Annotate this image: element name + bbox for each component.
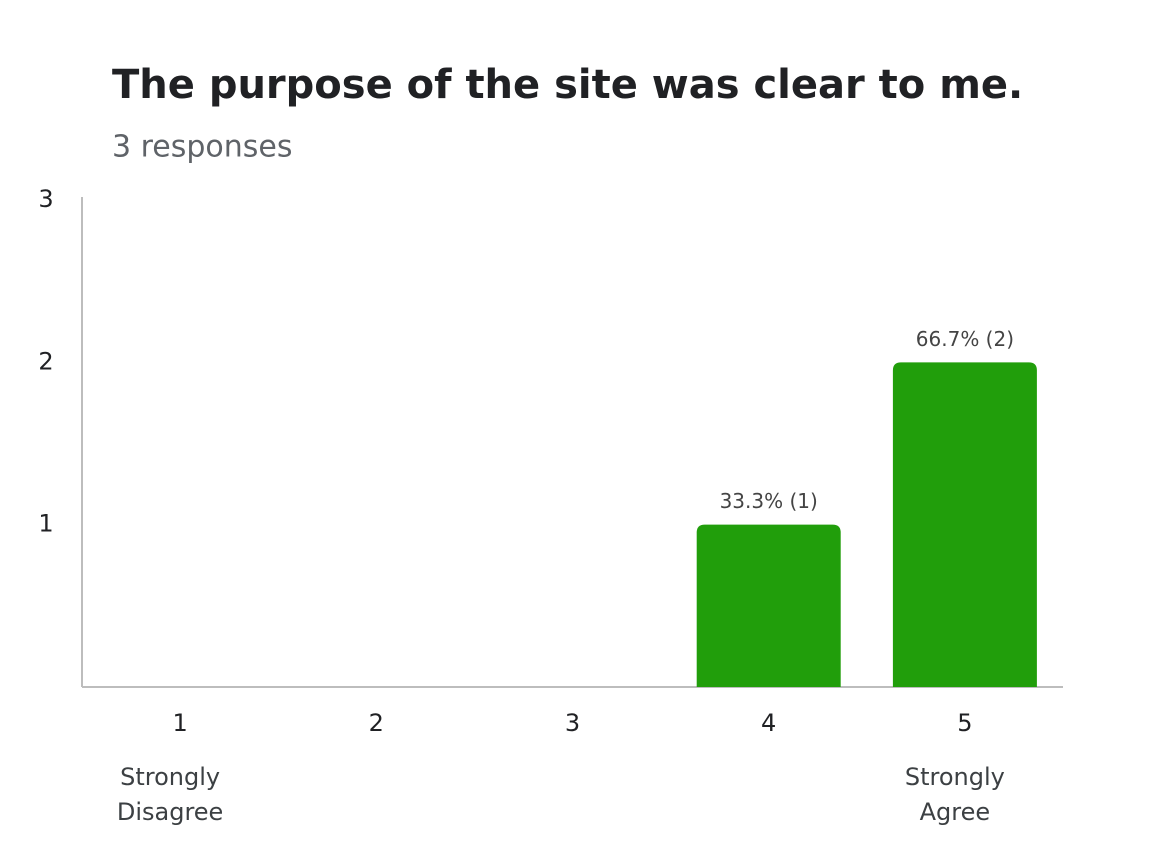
x-tick-label: 5	[957, 709, 972, 737]
chart-subtitle: 3 responses	[112, 130, 293, 165]
x-tick-label: 1	[172, 709, 187, 737]
y-tick-label: 2	[38, 347, 53, 375]
x-tick-label: 4	[761, 709, 776, 737]
x-tick-label: 2	[369, 709, 384, 737]
category-sublabel: Strongly Disagree	[116, 763, 224, 826]
bar	[696, 524, 841, 687]
value-label: 33.3% (1)	[720, 489, 818, 513]
y-tick-label: 3	[38, 185, 53, 213]
value-label: 66.7% (2)	[916, 327, 1014, 351]
category-sublabel: Strongly Agree	[904, 763, 1005, 826]
y-tick-label: 1	[38, 510, 53, 538]
x-tick-label: 3	[565, 709, 580, 737]
chart-title: The purpose of the site was clear to me.	[112, 62, 1023, 108]
bar	[892, 362, 1037, 687]
